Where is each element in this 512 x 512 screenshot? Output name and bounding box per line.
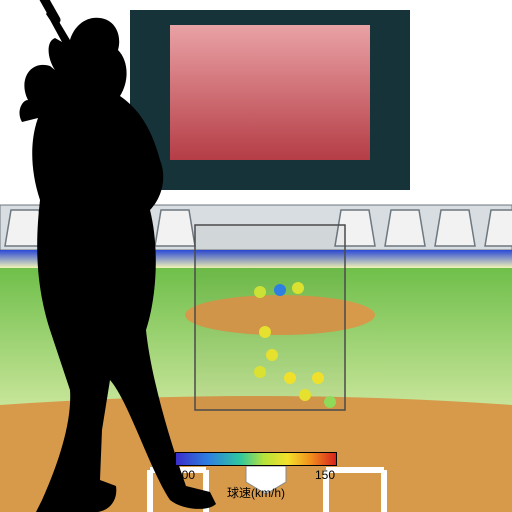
strike-zone	[195, 225, 345, 410]
pitch-point	[254, 286, 266, 298]
legend-ticks: 100 150	[175, 468, 335, 482]
seat-block	[155, 210, 195, 246]
pitch-point	[284, 372, 296, 384]
legend-tick-max: 150	[315, 468, 335, 482]
pitch-point	[324, 396, 336, 408]
bat	[30, 0, 56, 20]
pitch-point	[259, 326, 271, 338]
pitch-chart	[0, 0, 512, 512]
seat-block	[435, 210, 475, 246]
pitch-point	[292, 282, 304, 294]
speed-legend: 100 150 球速(km/h)	[175, 452, 337, 504]
pitch-point	[266, 349, 278, 361]
pitch-point	[254, 366, 266, 378]
seat-block	[385, 210, 425, 246]
pitch-point	[274, 284, 286, 296]
legend-tick-min: 100	[175, 468, 195, 482]
pitch-point	[299, 389, 311, 401]
pitch-point	[312, 372, 324, 384]
legend-title: 球速(km/h)	[175, 484, 337, 501]
legend-gradient-bar	[175, 452, 337, 466]
scoreboard-screen	[170, 25, 370, 160]
